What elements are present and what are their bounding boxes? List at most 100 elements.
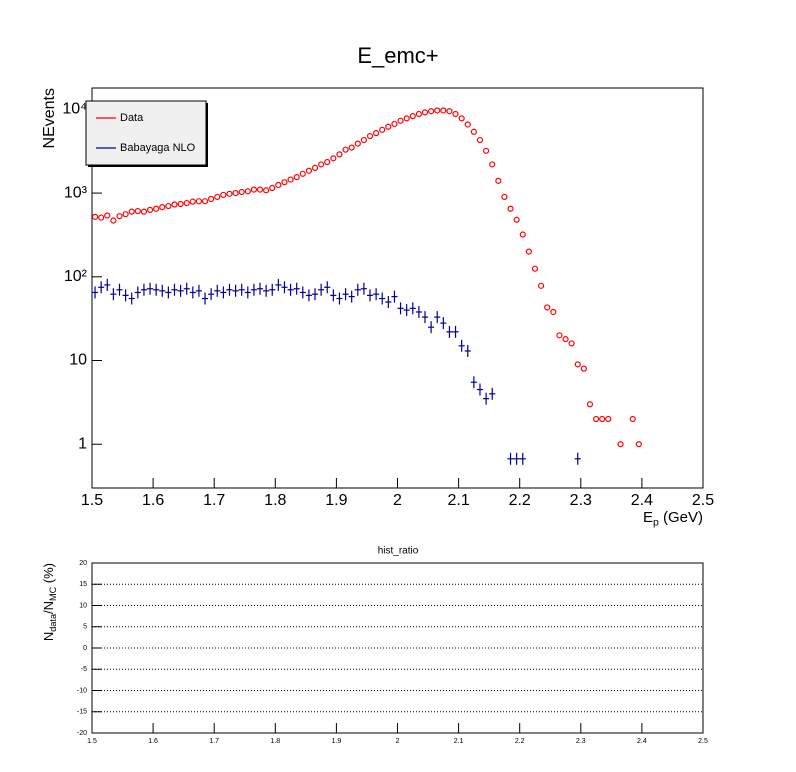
data-point: [537, 282, 545, 289]
data-point: [421, 109, 429, 116]
data-point: [470, 128, 477, 135]
data-point: [354, 283, 361, 296]
data-point: [183, 199, 190, 207]
data-point: [629, 415, 636, 423]
data-point: [146, 206, 154, 213]
data-point: [91, 213, 99, 220]
data-point: [250, 283, 257, 296]
data-point: [599, 415, 606, 423]
data-point: [134, 286, 141, 299]
data-point: [153, 205, 160, 212]
data-point: [324, 158, 331, 166]
data-point: [195, 284, 202, 297]
data-point: [177, 284, 184, 297]
data-point: [415, 305, 422, 318]
data-point: [434, 107, 441, 114]
data-point: [128, 208, 135, 215]
label-part: N: [41, 632, 56, 641]
data-point: [434, 311, 441, 324]
data-point: [470, 376, 477, 389]
data-point: [269, 283, 276, 296]
x-tick-label: 1.5: [81, 492, 103, 509]
data-point: [98, 214, 105, 221]
legend-label: Data: [120, 112, 144, 124]
x-tick-label: 1.7: [203, 492, 225, 509]
data-point: [311, 288, 319, 301]
data-point: [318, 161, 325, 168]
data-point: [373, 130, 380, 137]
data-point: [311, 164, 319, 171]
x-tick-label: 2: [393, 492, 402, 509]
axis-label: Ndata/NMC (%): [41, 563, 58, 641]
data-point: [232, 189, 239, 197]
y-tick-label: 15: [79, 581, 87, 588]
label-part: /N: [41, 601, 56, 614]
data-point: [318, 283, 325, 296]
data-point: [489, 161, 496, 168]
data-point: [592, 415, 600, 423]
data-point: [489, 387, 496, 400]
data-point: [263, 187, 270, 194]
data-point: [605, 415, 612, 423]
y-tick-label: 20: [79, 560, 87, 567]
data-point: [531, 265, 539, 272]
data-point: [122, 211, 129, 218]
data-point: [140, 283, 147, 296]
data-point: [214, 193, 221, 201]
data-point: [208, 288, 215, 301]
data-point: [256, 282, 264, 295]
data-point: [366, 132, 374, 140]
data-point: [110, 217, 117, 224]
legend-box: [85, 100, 207, 166]
data-point: [330, 289, 337, 302]
data-point: [580, 365, 587, 372]
data-point: [458, 339, 465, 352]
label-part: E: [643, 509, 653, 526]
data-point: [446, 108, 453, 115]
data-point: [153, 283, 160, 296]
data-point: [379, 126, 386, 133]
data-point: [269, 184, 276, 192]
x-tick-label: 2.1: [447, 492, 469, 509]
data-point: [226, 283, 233, 296]
data-point: [256, 186, 264, 193]
data-point: [183, 282, 190, 295]
data-point: [440, 317, 447, 330]
data-point: [562, 336, 569, 343]
data-point: [403, 304, 410, 317]
axis-label: Ep (GeV): [643, 509, 703, 528]
x-tick-label: 2.4: [631, 492, 653, 509]
y-tick-label: 10⁴: [62, 101, 87, 118]
data-point: [360, 282, 367, 295]
data-point: [574, 452, 581, 465]
data-point: [238, 188, 245, 196]
data-point: [299, 170, 306, 177]
data-point: [263, 284, 270, 297]
data-point: [348, 290, 355, 303]
data-point: [568, 340, 575, 347]
data-point: [305, 167, 313, 174]
data-point: [366, 289, 374, 302]
data-point: [305, 289, 312, 302]
data-point: [446, 325, 453, 338]
x-tick-label: 1.8: [264, 492, 286, 509]
data-point: [428, 321, 435, 334]
y-tick-label: 10: [69, 352, 87, 369]
data-point: [556, 332, 563, 339]
data-point: [159, 204, 166, 211]
x-tick-label: 2.5: [698, 738, 708, 745]
data-point: [464, 121, 471, 128]
y-tick-label: 0: [83, 645, 87, 652]
data-point: [232, 284, 239, 297]
data-point: [507, 452, 514, 465]
x-tick-label: 2.2: [515, 738, 525, 745]
data-point: [226, 190, 233, 197]
data-point: [201, 198, 209, 205]
data-point: [544, 304, 551, 311]
data-point: [379, 292, 386, 305]
x-tick-label: 2.1: [454, 738, 464, 745]
data-point: [385, 295, 392, 308]
data-point: [550, 308, 557, 316]
data-point: [92, 286, 99, 299]
